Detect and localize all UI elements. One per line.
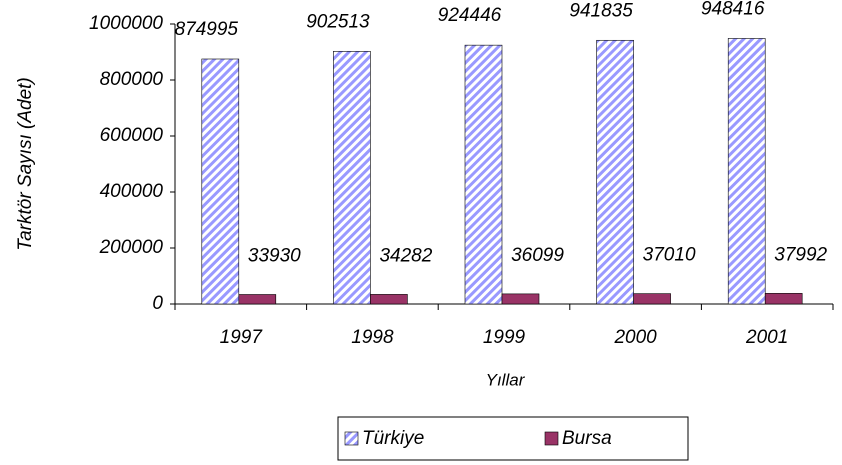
- x-tick-label: 2000: [613, 327, 657, 348]
- bar: [764, 293, 803, 305]
- bar: [633, 293, 671, 305]
- value-label: 902513: [306, 11, 370, 32]
- y-tick-label: 1000000: [89, 13, 163, 34]
- y-tick-label: 600000: [100, 125, 164, 146]
- value-label: 941835: [569, 0, 633, 21]
- bar: [333, 50, 371, 305]
- y-axis-label: Tarktör Sayısı (Adet): [15, 77, 36, 251]
- x-tick-label: 1999: [483, 327, 526, 348]
- bar: [238, 294, 277, 305]
- y-tick-label: 400000: [100, 181, 164, 202]
- bar: [727, 38, 766, 305]
- bar: [370, 294, 408, 305]
- legend-swatch: [344, 431, 359, 446]
- legend-label: Bursa: [562, 428, 612, 449]
- x-tick-label: 1997: [220, 327, 264, 348]
- x-tick-label: 1998: [351, 327, 394, 348]
- bar: [501, 293, 540, 305]
- value-label: 948416: [701, 0, 765, 19]
- legend-swatch: [544, 431, 559, 446]
- x-axis-label: Yıllar: [486, 370, 526, 389]
- value-label: 36099: [511, 245, 564, 266]
- value-label: 924446: [438, 5, 502, 26]
- y-tick-label: 200000: [99, 237, 164, 258]
- bar: [464, 44, 503, 305]
- bar: [201, 58, 240, 305]
- value-label: 37010: [643, 245, 696, 266]
- legend-label: Türkiye: [362, 428, 424, 449]
- y-tick-label: 800000: [100, 69, 164, 90]
- y-tick-label: 0: [152, 293, 163, 314]
- value-label: 34282: [379, 245, 432, 266]
- value-label: 33930: [248, 246, 301, 267]
- value-label: 37992: [774, 244, 827, 265]
- x-tick-label: 2001: [745, 327, 788, 348]
- legend-box: [337, 416, 689, 461]
- value-label: 874995: [175, 19, 239, 40]
- bar: [596, 39, 634, 305]
